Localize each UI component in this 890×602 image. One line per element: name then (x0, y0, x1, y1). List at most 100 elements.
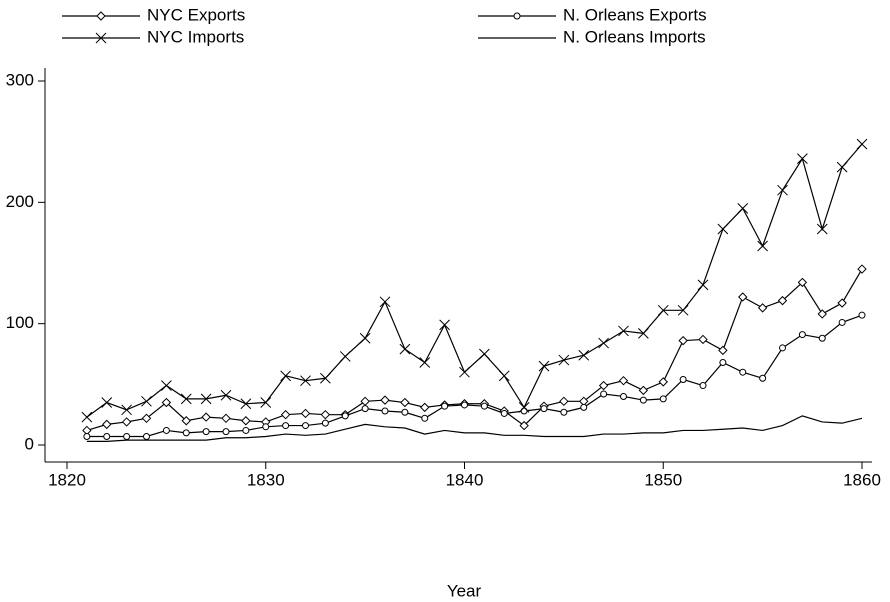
diamond-marker (519, 420, 529, 431)
circle-marker (600, 390, 608, 398)
x-marker (200, 393, 212, 405)
circle-marker (858, 311, 866, 319)
x-marker (300, 375, 311, 387)
x-marker (220, 389, 232, 401)
x-marker (260, 397, 272, 408)
x-marker (439, 319, 450, 331)
circle-marker (659, 395, 667, 403)
x-marker (777, 184, 788, 196)
circle-marker (699, 382, 707, 390)
diamond-marker (757, 303, 768, 313)
x-marker (558, 354, 570, 366)
diamond-marker (698, 334, 708, 345)
circle-marker (639, 396, 647, 404)
x-marker (399, 343, 411, 355)
x-marker (797, 153, 808, 165)
diamond-marker (380, 395, 390, 405)
circle-marker (182, 429, 190, 437)
legend-label: NYC Imports (147, 27, 244, 46)
circle-marker (620, 392, 627, 400)
x-marker (359, 332, 371, 344)
x-marker (578, 349, 590, 361)
x-marker (657, 304, 669, 316)
circle-marker (739, 368, 747, 376)
circle-marker (222, 428, 230, 436)
legend-label: N. Orleans Imports (563, 27, 706, 46)
x-marker (479, 348, 490, 360)
diamond-marker (320, 409, 331, 420)
circle-marker (381, 407, 389, 415)
x-marker (101, 397, 113, 408)
circle-marker (480, 402, 488, 410)
x-tick-label: 1850 (644, 470, 682, 489)
diamond-marker (360, 396, 370, 407)
diamond-marker (817, 309, 827, 319)
x-marker (121, 404, 132, 416)
series-line (86, 268, 863, 432)
x-marker (856, 138, 868, 150)
diamond-marker (400, 397, 410, 408)
diamond-marker (857, 264, 867, 274)
x-marker (459, 366, 470, 378)
x-tick-label: 1860 (843, 470, 881, 489)
diamond-marker (300, 408, 311, 419)
x-marker (498, 370, 510, 382)
x-marker (598, 337, 609, 349)
x-marker (339, 351, 351, 362)
diamond-marker (797, 277, 808, 288)
x-marker (717, 223, 729, 235)
circle-marker (580, 403, 588, 411)
diamond-marker (121, 417, 132, 427)
circle-marker (421, 414, 429, 422)
diamond-marker (280, 409, 291, 420)
x-marker (320, 372, 331, 384)
legend-label: N. Orleans Exports (563, 5, 707, 24)
circle-marker (341, 412, 349, 420)
diamond-marker (718, 345, 728, 356)
circle-marker (361, 405, 369, 413)
y-tick-label: 200 (6, 192, 34, 211)
x-marker (836, 161, 848, 173)
y-tick-label: 300 (6, 70, 34, 89)
legend-label: NYC Exports (147, 5, 245, 24)
circle-marker (401, 408, 409, 416)
circle-marker (282, 422, 290, 430)
legend-marker (513, 12, 521, 20)
circle-marker (500, 409, 508, 417)
circle-marker (103, 433, 111, 441)
diamond-marker (598, 380, 609, 391)
x-marker (618, 325, 629, 337)
circle-marker (321, 419, 329, 427)
y-tick-label: 100 (6, 313, 34, 332)
diamond-marker (201, 412, 211, 422)
diamond-marker (420, 402, 430, 413)
x-tick-label: 1820 (48, 470, 86, 489)
x-marker (280, 370, 291, 382)
x-marker (180, 393, 192, 405)
circle-marker (441, 402, 449, 410)
diamond-marker (102, 419, 112, 430)
x-marker (816, 223, 828, 235)
diamond-marker (678, 335, 688, 346)
circle-marker (461, 401, 468, 409)
circle-marker (779, 344, 786, 352)
series-line (86, 415, 863, 442)
diamond-marker (638, 385, 649, 396)
diamond-marker (221, 413, 231, 424)
x-tick-label: 1830 (247, 470, 285, 489)
x-marker (538, 360, 550, 372)
circle-marker (560, 408, 568, 416)
x-marker (757, 240, 768, 252)
diamond-marker (161, 397, 172, 408)
circle-marker (123, 433, 131, 441)
circle-marker (719, 358, 727, 366)
circle-marker (202, 428, 210, 436)
x-marker (677, 304, 689, 316)
diamond-marker (837, 298, 847, 308)
legend-marker (96, 11, 106, 21)
circle-marker (302, 422, 309, 430)
x-marker (81, 411, 93, 423)
diamond-marker (141, 413, 152, 424)
circle-marker (262, 423, 270, 431)
